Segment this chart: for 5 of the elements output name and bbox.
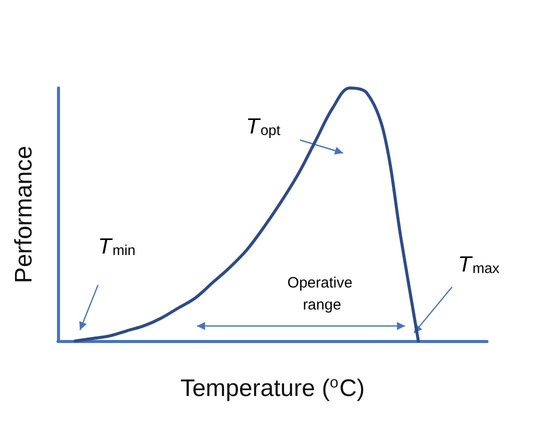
y-axis-title: Performance <box>10 146 38 284</box>
annotation: Operative range <box>287 274 357 314</box>
annotation: Topt <box>246 114 280 139</box>
annotation: Tmin <box>98 234 136 259</box>
annotation: Tmax <box>458 252 500 277</box>
